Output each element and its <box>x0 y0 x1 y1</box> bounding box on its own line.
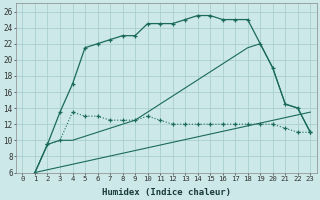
X-axis label: Humidex (Indice chaleur): Humidex (Indice chaleur) <box>102 188 231 197</box>
